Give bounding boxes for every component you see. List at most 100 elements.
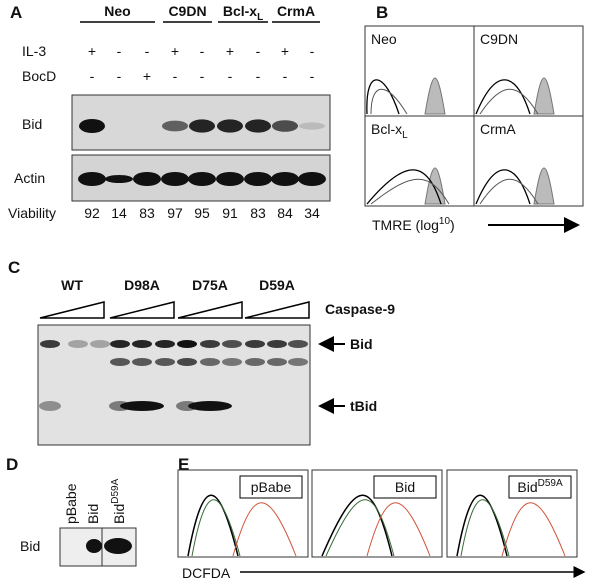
band bbox=[200, 358, 220, 366]
viability-value: 84 bbox=[277, 205, 293, 221]
sign: - bbox=[90, 68, 95, 84]
sign: - bbox=[283, 68, 288, 84]
panel-label: D bbox=[6, 455, 18, 474]
label: Bid bbox=[395, 479, 415, 495]
histogram bbox=[479, 178, 539, 205]
label: Neo bbox=[371, 31, 397, 47]
label: CrmA bbox=[277, 3, 315, 19]
row-label: BocD bbox=[22, 68, 56, 84]
label-box bbox=[373, 475, 437, 499]
label: CrmA bbox=[277, 3, 315, 19]
band bbox=[217, 119, 243, 133]
label: C9DN bbox=[480, 31, 518, 47]
gradient-triangle bbox=[177, 301, 243, 319]
label: Bid bbox=[395, 479, 415, 495]
band bbox=[78, 172, 106, 186]
band bbox=[288, 340, 308, 348]
band bbox=[155, 340, 175, 348]
band bbox=[267, 340, 287, 348]
label: Bid bbox=[111, 504, 127, 524]
label: C9DN bbox=[168, 3, 206, 19]
histogram bbox=[475, 169, 531, 205]
label: CrmA bbox=[480, 121, 516, 137]
label-box bbox=[508, 475, 572, 499]
label-box bbox=[239, 475, 303, 499]
label: Neo bbox=[104, 3, 130, 19]
histogram bbox=[321, 494, 393, 557]
label: Bcl-xL bbox=[371, 121, 408, 141]
label: BidD59A bbox=[110, 478, 127, 524]
label: pBabe bbox=[251, 479, 292, 495]
label: D59A bbox=[110, 478, 121, 503]
histogram bbox=[370, 88, 408, 115]
sign: + bbox=[143, 68, 151, 84]
band bbox=[272, 120, 298, 132]
histogram bbox=[475, 79, 531, 115]
sign: - bbox=[200, 43, 205, 59]
gradient-triangle bbox=[109, 301, 175, 319]
label: Neo bbox=[104, 3, 130, 19]
label: CrmA bbox=[480, 121, 516, 137]
sign: + bbox=[281, 43, 289, 59]
band-label: tBid bbox=[350, 398, 377, 414]
label: L bbox=[257, 12, 263, 23]
label: Neo bbox=[371, 31, 397, 47]
label: Bid bbox=[85, 504, 101, 524]
group-label: D59A bbox=[259, 277, 295, 293]
axis-label: 10 bbox=[439, 216, 451, 227]
band bbox=[271, 172, 299, 186]
band bbox=[40, 340, 60, 348]
axis-label: TMRE (log10) bbox=[372, 216, 455, 233]
sign: - bbox=[117, 43, 122, 59]
viability-value: 83 bbox=[139, 205, 155, 221]
histogram bbox=[187, 494, 239, 557]
axis-label: TMRE (log bbox=[372, 217, 439, 233]
band bbox=[245, 358, 265, 366]
viability-value: 83 bbox=[250, 205, 266, 221]
histogram bbox=[370, 178, 450, 205]
viability-value: 92 bbox=[84, 205, 100, 221]
band bbox=[299, 122, 325, 130]
viability-value: 95 bbox=[194, 205, 210, 221]
band bbox=[177, 340, 197, 348]
band bbox=[120, 401, 164, 411]
band bbox=[200, 340, 220, 348]
panel-label: E bbox=[178, 455, 189, 474]
gradient-triangle bbox=[244, 301, 310, 319]
label: pBabe bbox=[63, 483, 79, 524]
panel-label: B bbox=[376, 3, 388, 22]
band bbox=[288, 358, 308, 366]
band bbox=[177, 358, 197, 366]
band bbox=[245, 340, 265, 348]
viability-value: 34 bbox=[304, 205, 320, 221]
histogram bbox=[366, 79, 400, 115]
group-label: D75A bbox=[192, 277, 228, 293]
axis-label: DCFDA bbox=[182, 565, 231, 581]
sign: + bbox=[171, 43, 179, 59]
band bbox=[298, 172, 326, 186]
band bbox=[244, 172, 272, 186]
label: pBabe bbox=[63, 483, 79, 524]
histogram bbox=[456, 494, 508, 557]
band bbox=[216, 172, 244, 186]
viability-value: 14 bbox=[111, 205, 127, 221]
band bbox=[189, 119, 215, 133]
sign: - bbox=[310, 68, 315, 84]
group-label: WT bbox=[61, 277, 83, 293]
histogram bbox=[191, 499, 241, 557]
sign: - bbox=[228, 68, 233, 84]
band bbox=[110, 358, 130, 366]
sign: + bbox=[226, 43, 234, 59]
label: Bid bbox=[517, 479, 537, 495]
band-label: Bid bbox=[350, 336, 373, 352]
histogram bbox=[232, 502, 297, 557]
treatment-label: Caspase-9 bbox=[325, 301, 395, 317]
label: D59A bbox=[538, 478, 563, 489]
band bbox=[105, 175, 133, 183]
label: C9DN bbox=[480, 31, 518, 47]
histogram bbox=[479, 88, 539, 115]
band bbox=[188, 401, 232, 411]
histogram bbox=[366, 502, 431, 557]
histogram bbox=[533, 167, 555, 205]
label: Bid bbox=[85, 504, 101, 524]
